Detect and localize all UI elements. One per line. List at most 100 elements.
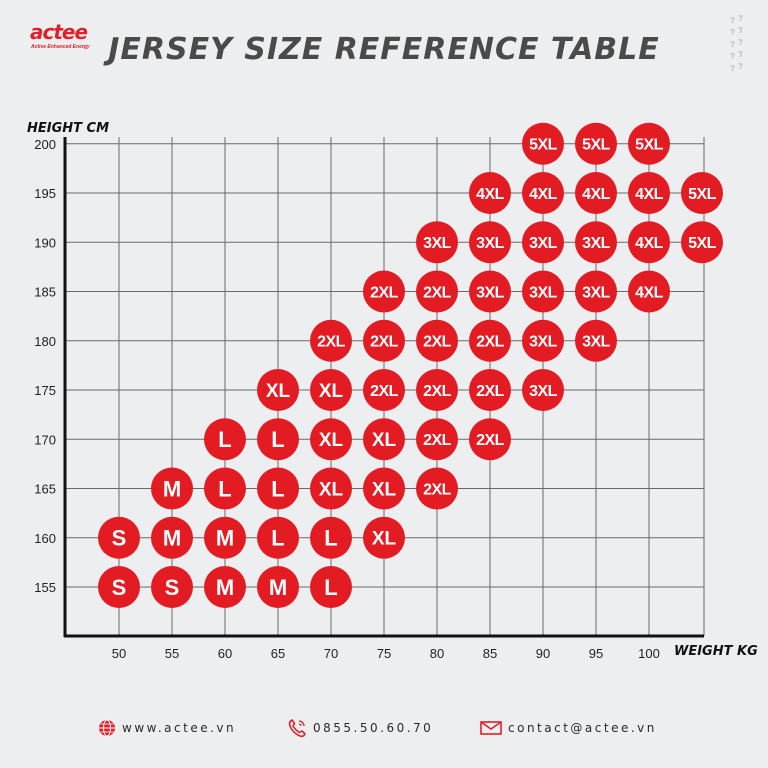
size-marker-circle [310,369,352,411]
size-marker-label: 3XL [582,284,611,301]
size-marker-circle [522,319,564,362]
size-marker: XL [310,467,352,510]
size-marker: 2XL [416,467,458,510]
size-marker: L [310,566,352,608]
size-marker: 2XL [416,369,458,411]
size-marker-circle [310,319,352,362]
size-marker: 2XL [416,319,458,362]
size-marker-label: 4XL [476,186,505,203]
size-marker-label: 3XL [476,284,505,301]
website-text: www.actee.vn [122,721,237,735]
size-marker-label: L [271,526,284,551]
size-marker-circle [522,221,564,264]
size-marker-label: 2XL [370,383,399,400]
size-marker-circle [628,221,670,264]
size-marker: 2XL [310,319,352,362]
size-marker-circle [204,418,246,461]
size-marker-label: 5XL [688,186,717,203]
footer-email[interactable]: contact@actee.vn [480,716,657,740]
size-marker: 3XL [522,319,564,362]
size-marker-circle [469,369,511,411]
size-marker-circle [575,172,617,214]
size-marker-label: 2XL [370,284,399,301]
y-tick-label: 180 [34,334,56,349]
size-marker: 3XL [469,221,511,264]
size-marker-circle [522,122,564,165]
size-marker: XL [363,467,405,510]
size-marker: 5XL [628,122,670,165]
footer-website[interactable]: www.actee.vn [98,716,236,740]
size-marker-circle [310,566,352,608]
size-marker: 3XL [575,221,617,264]
size-marker: 4XL [469,172,511,214]
size-marker-circle [363,319,405,362]
size-marker-circle [257,418,299,461]
y-tick-label: 190 [34,235,56,250]
size-marker-circle [522,369,564,411]
size-marker-circle [98,566,140,608]
size-marker: 3XL [416,221,458,264]
size-marker: L [204,418,246,461]
size-marker: XL [310,418,352,461]
size-marker-label: XL [372,529,397,550]
size-marker: S [98,566,140,608]
size-marker-circle [575,270,617,313]
size-marker: 2XL [416,418,458,461]
size-marker: 4XL [628,221,670,264]
size-marker-label: XL [266,381,291,402]
size-marker-circle [469,172,511,214]
size-marker: M [204,516,246,559]
size-marker-label: XL [372,430,397,451]
size-marker-label: 4XL [582,186,611,203]
size-marker-circle [310,516,352,559]
size-marker: 2XL [469,418,511,461]
size-marker-label: 2XL [423,334,452,351]
size-marker-label: 5XL [635,137,664,154]
size-marker-label: M [216,575,234,600]
size-marker: 3XL [522,221,564,264]
footer-phone[interactable]: 0855.50.60.70 [287,716,433,740]
size-marker-label: 2XL [423,481,452,498]
size-marker: 3XL [522,270,564,313]
y-tick-label: 165 [34,482,56,497]
size-marker-label: 3XL [582,235,611,252]
size-marker-circle [575,221,617,264]
size-marker-label: XL [319,381,344,402]
mail-icon [480,721,502,735]
size-marker-circle [416,270,458,313]
size-marker-label: 3XL [529,284,558,301]
size-marker-label: XL [319,430,344,451]
phone-text: 0855.50.60.70 [313,721,434,735]
size-marker: 2XL [416,270,458,313]
size-marker-label: XL [372,479,397,500]
page-title: JERSEY SIZE REFERENCE TABLE [108,32,660,67]
size-marker: S [98,516,140,559]
x-tick-label: 100 [638,646,660,661]
size-marker-circle [98,516,140,559]
size-marker: 5XL [575,122,617,165]
size-marker-label: L [271,427,284,452]
size-marker-label: 4XL [529,186,558,203]
size-marker: 3XL [575,319,617,362]
size-marker: 5XL [681,172,723,214]
x-tick-label: 80 [430,646,444,661]
size-marker-circle [257,467,299,510]
decorative-pattern-icon [730,15,743,72]
x-tick-label: 85 [483,646,497,661]
size-marker: 5XL [522,122,564,165]
size-marker-label: L [218,427,231,452]
y-tick-label: 185 [34,285,56,300]
size-marker: L [257,516,299,559]
size-marker: XL [257,369,299,411]
brand-logo: actee Active Enhanced Energy [30,20,110,50]
x-tick-label: 65 [271,646,285,661]
brand-name: actee [30,20,88,44]
size-marker-circle [628,172,670,214]
size-marker-circle [416,221,458,264]
size-marker: L [204,467,246,510]
y-tick-label: 155 [34,580,56,595]
size-marker-label: L [218,476,231,501]
size-marker-circle [522,172,564,214]
size-marker: M [151,516,193,559]
size-marker-circle [416,418,458,461]
